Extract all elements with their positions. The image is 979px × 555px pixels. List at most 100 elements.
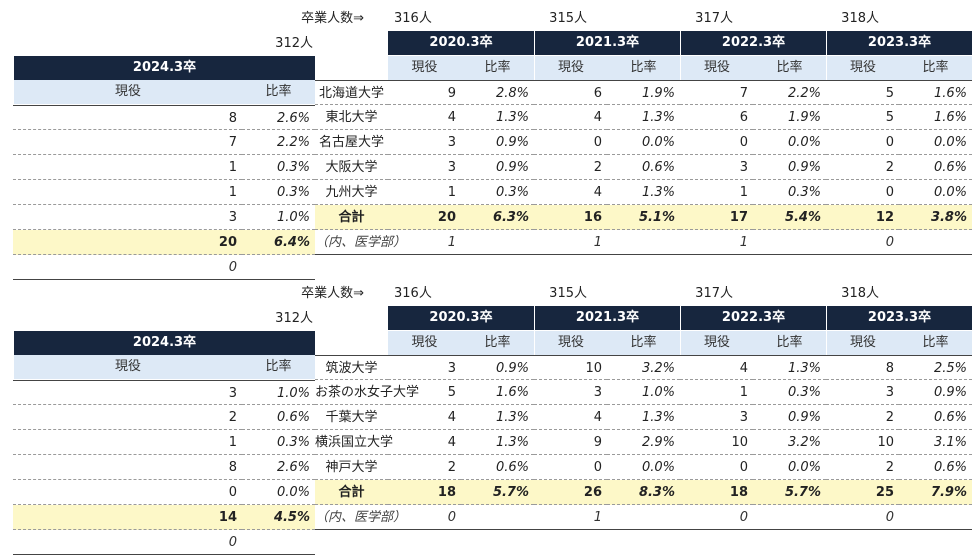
ratio-value: 0.0% <box>899 130 972 155</box>
university-name: 筑波大学 <box>315 355 388 380</box>
total-count: 12 <box>826 205 899 230</box>
ratio-value: 2.6% <box>242 455 315 480</box>
ratio-value: 0.9% <box>753 405 826 430</box>
current-count: 5 <box>388 380 461 405</box>
current-header: 現役 <box>388 331 461 355</box>
current-count: 4 <box>534 180 607 205</box>
ratio-value: 0.0% <box>242 480 315 505</box>
current-count: 3 <box>13 380 242 405</box>
ratio-value: 0.3% <box>753 180 826 205</box>
graduates-count: 312人 <box>13 31 315 56</box>
ratio-header: 比率 <box>461 56 534 80</box>
ratio-value: 1.0% <box>242 380 315 405</box>
current-count: 1 <box>13 155 242 180</box>
current-header: 現役 <box>826 331 899 355</box>
graduates-count: 317人 <box>607 281 753 306</box>
medical-count: 0 <box>826 505 899 530</box>
ratio-value: 2.2% <box>242 130 315 155</box>
current-count: 1 <box>13 180 242 205</box>
medical-spacer <box>899 230 972 255</box>
university-name: 東北大学 <box>315 105 388 130</box>
ratio-value: 0.9% <box>461 155 534 180</box>
medical-count: 0 <box>13 530 242 555</box>
year-header: 2024.3卒 <box>13 331 315 355</box>
current-header: 現役 <box>388 56 461 80</box>
ratio-value: 2.5% <box>899 355 972 380</box>
medical-spacer <box>753 230 826 255</box>
ratio-value: 0.0% <box>899 180 972 205</box>
year-header: 2021.3卒 <box>534 306 680 330</box>
graduates-count: 316人 <box>388 6 461 31</box>
ratio-value: 1.3% <box>607 105 680 130</box>
total-count: 18 <box>388 480 461 505</box>
ratio-value: 0.3% <box>242 180 315 205</box>
ratio-value: 0.6% <box>899 455 972 480</box>
ratio-value: 1.9% <box>753 105 826 130</box>
ratio-value: 2.2% <box>753 80 826 105</box>
medical-spacer <box>753 505 826 530</box>
ratio-value: 1.6% <box>899 105 972 130</box>
current-count: 1 <box>680 380 753 405</box>
current-count: 4 <box>534 405 607 430</box>
table-1-body: 卒業人数⇒ 316人 315人 317人 318人 312人 2020.3卒 2021.3卒 2… <box>13 6 973 280</box>
current-header: 現役 <box>534 56 607 80</box>
graduates-count: 317人 <box>607 6 753 31</box>
current-count: 7 <box>680 80 753 105</box>
current-count: 7 <box>13 130 242 155</box>
current-count: 5 <box>826 105 899 130</box>
ratio-value: 0.6% <box>242 405 315 430</box>
medical-spacer <box>607 230 680 255</box>
ratio-value: 3.2% <box>753 430 826 455</box>
ratio-header: 比率 <box>899 331 972 355</box>
university-name: 千葉大学 <box>315 405 388 430</box>
ratio-value: 0.3% <box>461 180 534 205</box>
table-2-body: 卒業人数⇒ 316人 315人 317人 318人 312人 2020.3卒 2021.3卒 2… <box>13 281 973 555</box>
header-spacer <box>315 306 388 330</box>
ratio-value: 1.3% <box>607 180 680 205</box>
current-count: 2 <box>826 405 899 430</box>
ratio-value: 2.9% <box>607 430 680 455</box>
total-ratio: 5.4% <box>753 205 826 230</box>
ratio-value: 1.3% <box>607 405 680 430</box>
ratio-value: 1.6% <box>461 380 534 405</box>
medical-label: （内、医学部） <box>315 230 406 255</box>
ratio-value: 0.9% <box>461 130 534 155</box>
current-count: 4 <box>388 430 461 455</box>
total-label: 合計 <box>315 480 388 505</box>
total-count: 17 <box>680 205 753 230</box>
current-count: 3 <box>680 155 753 180</box>
medical-count: 0 <box>680 505 753 530</box>
total-ratio: 4.5% <box>242 505 315 530</box>
current-count: 1 <box>388 180 461 205</box>
medical-spacer <box>461 230 534 255</box>
current-count: 0 <box>13 480 242 505</box>
ratio-value: 0.3% <box>242 155 315 180</box>
ratio-value: 0.0% <box>607 455 680 480</box>
medical-count: 0 <box>13 255 242 280</box>
current-count: 6 <box>680 105 753 130</box>
ratio-value: 0.0% <box>753 455 826 480</box>
year-header: 2021.3卒 <box>534 31 680 55</box>
university-name: 神戸大学 <box>315 455 388 480</box>
total-count: 16 <box>534 205 607 230</box>
ratio-value: 1.0% <box>242 205 315 230</box>
current-count: 3 <box>534 380 607 405</box>
medical-spacer <box>461 505 534 530</box>
current-count: 3 <box>680 405 753 430</box>
current-count: 10 <box>534 355 607 380</box>
total-ratio: 7.9% <box>899 480 972 505</box>
current-count: 4 <box>388 105 461 130</box>
current-count: 5 <box>826 80 899 105</box>
year-header: 2020.3卒 <box>388 306 534 330</box>
current-count: 8 <box>13 105 242 130</box>
current-count: 0 <box>826 180 899 205</box>
ratio-value: 1.3% <box>461 405 534 430</box>
table-grid: 卒業人数⇒ 316人 315人 317人 318人 312人 2020.3卒 2021.3卒 2… <box>13 6 973 280</box>
ratio-value: 1.3% <box>753 355 826 380</box>
ratio-value: 3.1% <box>899 430 972 455</box>
medical-spacer <box>899 505 972 530</box>
university-name: お茶の水女子大学 <box>315 380 419 405</box>
ratio-header: 比率 <box>607 56 680 80</box>
current-count: 0 <box>826 130 899 155</box>
current-count: 3 <box>388 355 461 380</box>
